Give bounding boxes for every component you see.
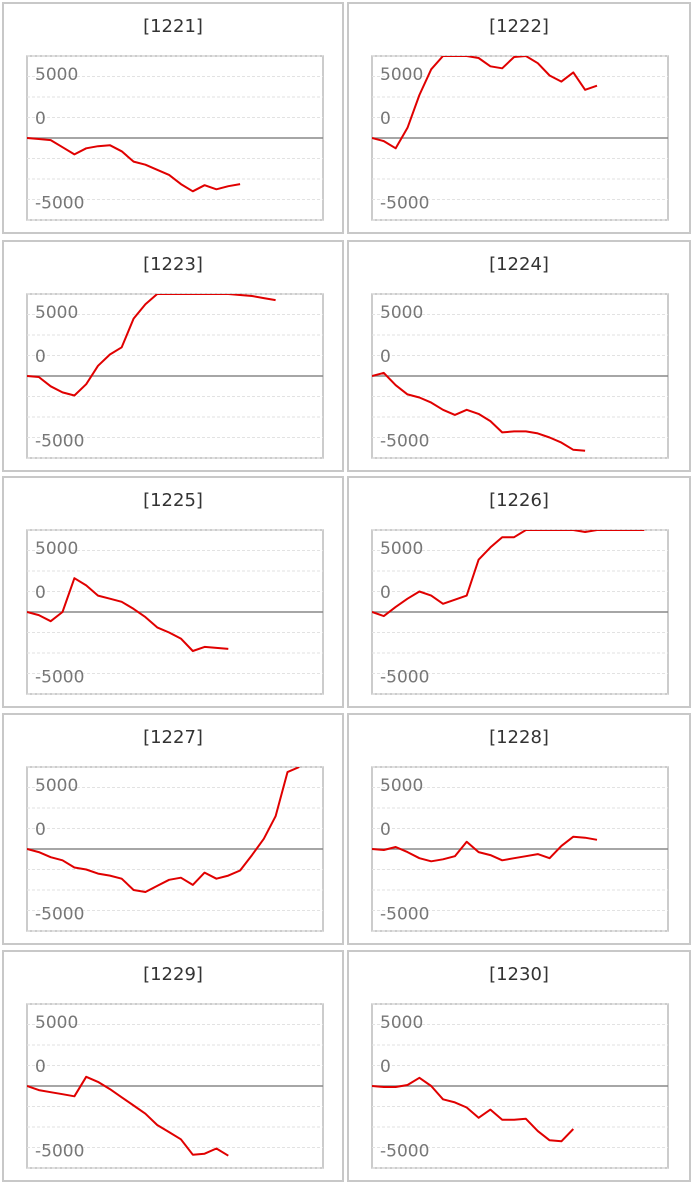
y-tick-label: -5000 xyxy=(380,1141,429,1161)
data-line xyxy=(372,371,586,452)
data-line xyxy=(372,835,598,863)
y-tick-label: 0 xyxy=(380,820,391,840)
y-tick-label: -5000 xyxy=(35,431,84,451)
data-line xyxy=(372,1076,575,1143)
y-tick-label: 0 xyxy=(35,583,46,603)
chart-panel: [1225] -5000 0 5000 xyxy=(2,476,344,708)
chart-panel: [1228] -5000 0 5000 xyxy=(347,713,691,945)
chart-title: [1225] xyxy=(143,490,203,511)
chart-title: [1222] xyxy=(489,16,549,37)
y-tick-label: 0 xyxy=(35,347,46,367)
y-tick-label: 0 xyxy=(35,1057,46,1077)
y-tick-label: 5000 xyxy=(35,776,78,796)
data-line xyxy=(27,294,276,397)
y-tick-label: 5000 xyxy=(380,776,423,796)
y-tick-label: 5000 xyxy=(35,65,78,85)
y-tick-label: 5000 xyxy=(35,539,78,559)
y-tick-label: 5000 xyxy=(380,1013,423,1033)
chart-title: [1227] xyxy=(143,727,203,748)
chart-panel: [1224] -5000 0 5000 xyxy=(347,240,691,472)
data-line xyxy=(372,56,598,150)
chart-title: [1228] xyxy=(489,727,549,748)
y-tick-label: 0 xyxy=(380,583,391,603)
chart-panel: [1223] -5000 0 5000 xyxy=(2,240,344,472)
y-tick-label: -5000 xyxy=(35,1141,84,1161)
y-tick-label: 5000 xyxy=(380,539,423,559)
chart-panel: [1222] -5000 0 5000 xyxy=(347,2,691,234)
data-line xyxy=(27,1075,229,1157)
y-tick-label: -5000 xyxy=(380,431,429,451)
data-line xyxy=(27,137,241,193)
y-tick-label: -5000 xyxy=(380,667,429,687)
chart-title: [1224] xyxy=(489,254,549,275)
y-tick-label: -5000 xyxy=(380,904,429,924)
y-tick-label: 5000 xyxy=(380,65,423,85)
chart-panel: [1227] -5000 0 5000 xyxy=(2,713,344,945)
y-tick-label: -5000 xyxy=(380,193,429,213)
y-tick-label: 5000 xyxy=(380,303,423,323)
chart-panel: [1221] -5000 0 5000 xyxy=(2,2,344,234)
chart-title: [1223] xyxy=(143,254,203,275)
y-tick-label: 0 xyxy=(380,1057,391,1077)
y-tick-label: 0 xyxy=(380,109,391,129)
data-line xyxy=(27,767,300,893)
y-tick-label: 5000 xyxy=(35,1013,78,1033)
y-tick-label: 0 xyxy=(35,109,46,129)
y-tick-label: 5000 xyxy=(35,303,78,323)
chart-title: [1229] xyxy=(143,964,203,985)
y-tick-label: -5000 xyxy=(35,667,84,687)
data-line xyxy=(27,577,229,652)
y-tick-label: -5000 xyxy=(35,904,84,924)
y-tick-label: -5000 xyxy=(35,193,84,213)
chart-panel: [1226] -5000 0 5000 xyxy=(347,476,691,708)
chart-title: [1230] xyxy=(489,964,549,985)
chart-title: [1226] xyxy=(489,490,549,511)
chart-title: [1221] xyxy=(143,16,203,37)
chart-panel: [1229] -5000 0 5000 xyxy=(2,950,344,1182)
y-tick-label: 0 xyxy=(35,820,46,840)
data-line xyxy=(372,530,645,618)
y-tick-label: 0 xyxy=(380,347,391,367)
chart-panel: [1230] -5000 0 5000 xyxy=(347,950,691,1182)
